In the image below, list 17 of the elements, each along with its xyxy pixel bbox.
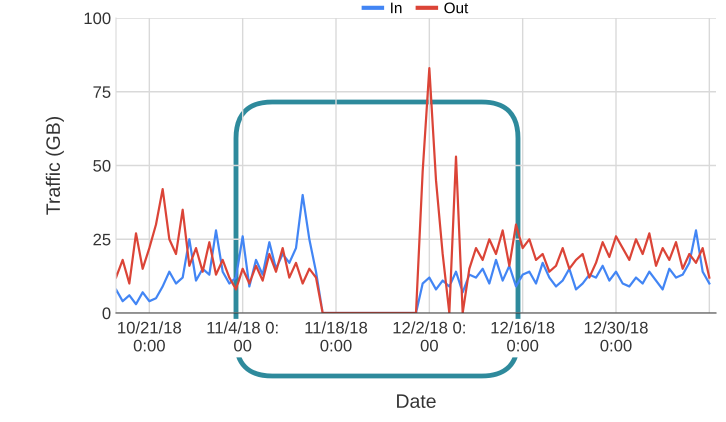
y-tick-label: 75	[93, 86, 110, 98]
x-tick-label: 12/16/18 0:00	[492, 321, 554, 352]
x-tick-label: 12/2/18 0: 00	[394, 321, 465, 352]
y-tick-label: 50	[93, 160, 110, 172]
x-tick-label: 11/18/18 0:00	[305, 321, 368, 352]
line-series	[116, 194, 710, 313]
legend-label: Out	[444, 2, 468, 14]
legend-label: In	[391, 2, 402, 14]
y-tick-label: 0	[102, 307, 110, 320]
x-tick-label: 12/30/18 0:00	[584, 321, 648, 352]
x-tick-label: 10/21/18 0:00	[118, 321, 182, 352]
y-tick-label: 100	[84, 12, 110, 24]
line-series	[116, 67, 710, 313]
x-tick-label: 11/4/18 0: 00	[207, 321, 278, 352]
x-axis-title: Date	[397, 394, 436, 408]
y-tick-label: 25	[93, 234, 110, 246]
y-axis-title: Traffic (GB)	[46, 117, 64, 215]
